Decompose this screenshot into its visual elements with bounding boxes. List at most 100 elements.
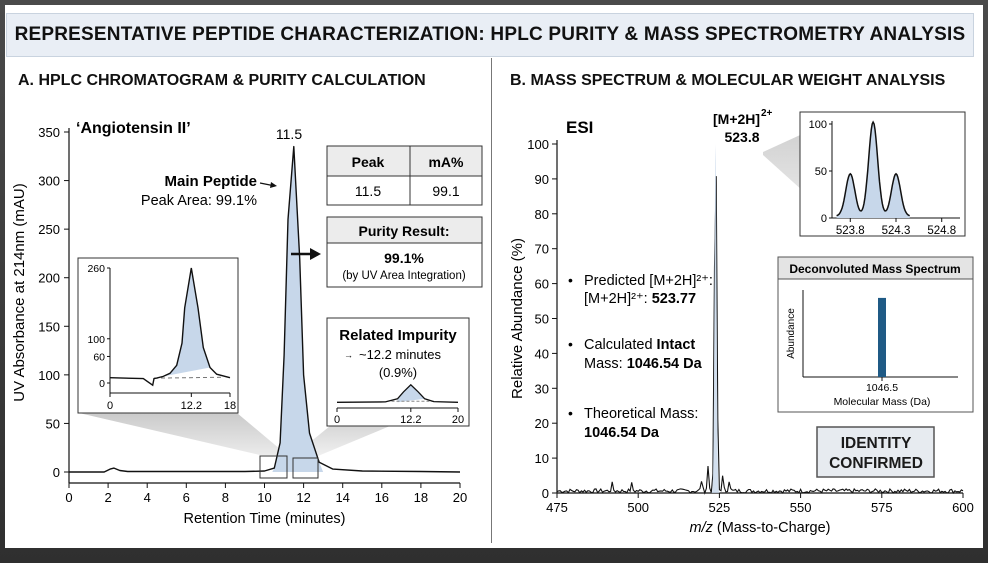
bullet-1-line2-prefix: [M+2H]²⁺: xyxy=(584,291,652,307)
main-peak-inset: 0 60 100 260 0 12.2 18 xyxy=(77,257,239,414)
hplc-x-tick-label: 10 xyxy=(257,490,271,505)
isotope-x-tick-label: 524.8 xyxy=(927,225,956,237)
ms-y-tick-label: 10 xyxy=(535,451,549,466)
deconv-title: Deconvoluted Mass Spectrum xyxy=(789,262,960,276)
ms-x-tick-label: 525 xyxy=(709,500,731,515)
bullet-3-line1: Theoretical Mass: xyxy=(584,406,698,422)
ms-y-tick-label: 100 xyxy=(527,137,549,152)
impurity-peak-area xyxy=(397,384,425,403)
hplc-x-tick-label: 12 xyxy=(296,490,310,505)
hplc-x-tick-label: 8 xyxy=(222,490,229,505)
inset-x-tick-label: 18 xyxy=(224,400,236,412)
hplc-y-tick-label: 300 xyxy=(38,174,60,189)
hplc-y-tick-label: 0 xyxy=(53,465,60,480)
bullet-1-line2: [M+2H]²⁺: 523.77 xyxy=(584,291,696,307)
hplc-y-tick-label: 50 xyxy=(46,416,60,431)
impurity-x-tick-label: 0 xyxy=(334,414,340,426)
hplc-x-tick-label: 20 xyxy=(453,490,467,505)
impurity-title: Related Impurity xyxy=(339,327,457,344)
title-banner: REPRESENTATIVE PEPTIDE CHARACTERIZATION:… xyxy=(6,13,974,57)
ms-trace-line xyxy=(556,176,964,495)
hplc-x-tick-label: 2 xyxy=(104,490,111,505)
hplc-y-tick-label: 200 xyxy=(38,271,60,286)
ms-y-tick-label: 30 xyxy=(535,381,549,396)
bullet-dot-1: • xyxy=(568,272,573,288)
isotope-inset: 0 50 100 523.8 524.3 524.8 xyxy=(799,111,966,237)
purity-result-box: Purity Result: 99.1% (by UV Area Integra… xyxy=(326,216,483,288)
hplc-x-tick-label: 16 xyxy=(375,490,389,505)
inset-trace-line xyxy=(109,267,231,387)
deconv-y-axis-label: Abundance xyxy=(786,308,797,359)
hplc-x-tick-label: 0 xyxy=(65,490,72,505)
panel-a-title: A. HPLC CHROMATOGRAM & PURITY CALCULATIO… xyxy=(18,72,426,89)
peak-area-label: Peak Area: 99.1% xyxy=(141,193,257,209)
hplc-y-tick-label: 250 xyxy=(38,222,60,237)
ms-y-tick-label: 90 xyxy=(535,172,549,187)
ms-x-axis-label: m/z (Mass-to-Charge) xyxy=(690,520,831,536)
table-cell-area: 99.1 xyxy=(432,183,459,199)
ms-x-tick-label: 600 xyxy=(952,500,974,515)
main-zoom-callout xyxy=(79,413,287,455)
identity-line1: IDENTITY xyxy=(841,435,912,452)
peak-table: Peak mA% 11.5 99.1 xyxy=(326,145,483,206)
main-zoom-box xyxy=(259,455,288,479)
ionization-label: ESI xyxy=(566,118,593,137)
figure-title: REPRESENTATIVE PEPTIDE CHARACTERIZATION:… xyxy=(14,24,966,45)
impurity-trace-line xyxy=(336,383,459,403)
bullet-3-value: 1046.54 Da xyxy=(584,425,660,441)
table-header-peak: Peak xyxy=(352,154,385,170)
table-cell-peak: 11.5 xyxy=(355,183,381,199)
purity-method: (by UV Area Integration) xyxy=(342,270,466,282)
ms-x-tick-label: 575 xyxy=(871,500,893,515)
impurity-zoom-box xyxy=(292,457,319,479)
purity-title: Purity Result: xyxy=(358,223,449,239)
isotope-y-tick-label: 50 xyxy=(815,166,827,178)
hplc-y-tick-label: 150 xyxy=(38,319,60,334)
table-header-area: mA% xyxy=(428,154,464,170)
isotope-trace-line xyxy=(836,120,911,217)
deconv-x-tick-label: 1046.5 xyxy=(866,382,898,394)
ms-bullets: • Predicted [M+2H]²⁺: [M+2H]²⁺: 523.77 •… xyxy=(568,272,713,441)
bullet-2-line1-prefix: Calculated xyxy=(584,337,657,353)
identity-confirmed-badge: IDENTITY CONFIRMED xyxy=(816,426,935,478)
main-peptide-arrowhead xyxy=(270,182,277,188)
ms-y-tick-label: 80 xyxy=(535,207,549,222)
ms-y-axis-label: Relative Abundance (%) xyxy=(509,238,526,399)
impurity-inset-plot: 0 12.2 20 xyxy=(334,383,464,426)
impurity-x-tick-label: 20 xyxy=(452,414,464,426)
identity-line2: CONFIRMED xyxy=(829,455,923,472)
deconv-x-axis-label: Molecular Mass (Da) xyxy=(834,396,931,408)
hplc-chromatogram xyxy=(69,145,461,479)
sample-name: ‘Angiotensin II’ xyxy=(76,120,191,137)
impurity-zoom-callout xyxy=(293,426,390,456)
panel-divider xyxy=(491,58,492,543)
inset-x-tick-label: 0 xyxy=(107,400,113,412)
bullet-1-value: 523.77 xyxy=(652,291,696,307)
impurity-x-tick-label: 12.2 xyxy=(400,414,421,426)
hplc-y-tick-label: 350 xyxy=(38,125,60,140)
bullet-2-line2-prefix: Mass: xyxy=(584,356,627,372)
purity-arrowhead xyxy=(310,248,321,260)
hplc-axes: 0 2 4 6 8 10 12 14 16 18 20050100150200250300350Re… xyxy=(11,125,467,527)
deconvoluted-box: Deconvoluted Mass Spectrum 1046.5 Molecul… xyxy=(777,256,974,413)
inset-y-tick-label: 100 xyxy=(87,334,105,346)
ms-y-tick-label: 40 xyxy=(535,346,549,361)
bullet-2-line2: Mass: 1046.54 Da xyxy=(584,356,703,372)
ms-y-tick-label: 50 xyxy=(535,312,549,327)
bullet-dot-2: • xyxy=(568,336,573,352)
inset-y-tick-label: 0 xyxy=(99,378,105,390)
bullet-1-line1: Predicted [M+2H]²⁺: xyxy=(584,273,713,289)
ms-x-tick-label: 550 xyxy=(790,500,812,515)
impurity-time: ~12.2 minutes xyxy=(359,347,442,362)
purity-value: 99.1% xyxy=(384,250,424,266)
isotope-y-tick-label: 0 xyxy=(821,213,827,225)
bullet-2-emphasis: Intact xyxy=(657,337,696,353)
hplc-y-axis-label: UV Absorbance at 214nm (mAU) xyxy=(11,183,28,401)
hplc-x-axis-label: Retention Time (minutes) xyxy=(184,511,346,527)
ms-x-tick-label: 500 xyxy=(627,500,649,515)
ms-y-tick-label: 60 xyxy=(535,277,549,292)
ms-y-tick-label: 0 xyxy=(542,486,549,501)
impurity-box: Related Impurity → ~12.2 minutes (0.9%) … xyxy=(326,317,470,427)
ms-x-axis-label-rest: (Mass-to-Charge) xyxy=(713,520,831,536)
bullet-2-line1: Calculated Intact xyxy=(584,337,695,353)
